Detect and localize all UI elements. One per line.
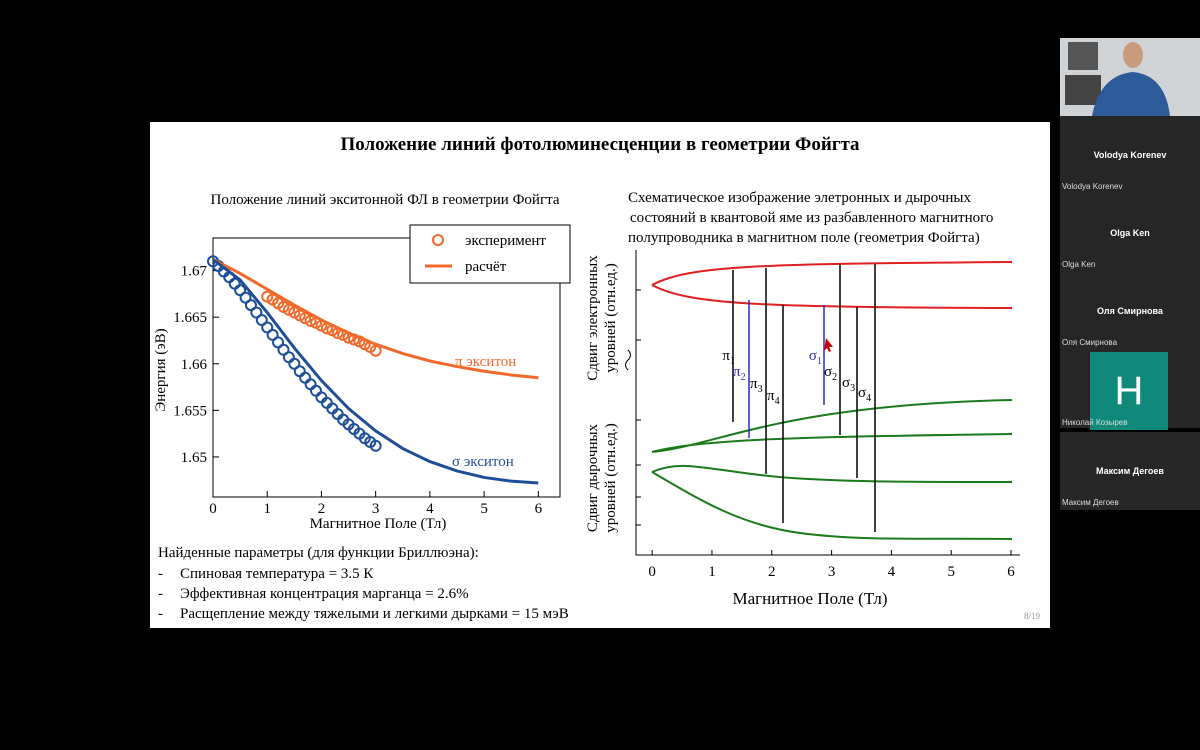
x-tick-label: 0 [648, 564, 656, 580]
legend [409, 224, 571, 284]
dash: - [158, 606, 163, 622]
label: Оля Смирнова [1062, 338, 1118, 347]
cursor [824, 338, 833, 352]
label: Volodya Korenev [1062, 182, 1123, 191]
chart-title: состояний в квантовой яме из разбавленно… [630, 210, 993, 226]
dash: - [158, 566, 163, 582]
x-tick-label: 0 [209, 501, 217, 517]
y-tick-label: 1.67 [181, 264, 208, 280]
dash: - [158, 586, 163, 602]
x-tick-label: 2 [318, 501, 326, 517]
data-point [369, 439, 382, 452]
brace [625, 349, 631, 371]
label: Olga Ken [1062, 260, 1096, 269]
face [1123, 42, 1143, 68]
chart-title: Положение линий экситонной ФЛ в геометри… [210, 192, 559, 208]
x-tick-label: 2 [768, 564, 776, 580]
x-tick-label: 6 [535, 501, 543, 517]
transition-label: σ4 [858, 385, 871, 404]
x-tick-label: 6 [1007, 564, 1015, 580]
picture [1065, 75, 1101, 105]
hole-levels [651, 399, 1013, 540]
y-label: уровней (отн.ед.) [603, 263, 619, 373]
participant[interactable]: Olga Ken Olga Ken [1060, 194, 1200, 272]
y-label: Энергия (эВ) [153, 328, 169, 411]
participant[interactable]: Volodya Korenev Volodya Korenev [1060, 116, 1200, 194]
picture [1068, 42, 1098, 70]
params: Найденные параметры (для функции Бриллюэ… [158, 545, 569, 622]
y-tick-label: 1.665 [173, 310, 207, 326]
x-tick-label: 4 [888, 564, 896, 580]
param: Расщепление между тяжелыми и легкими дыр… [180, 606, 569, 622]
y-tick-label: 1.65 [181, 450, 207, 466]
y-tick-label: 1.66 [181, 357, 208, 373]
plot-frame [212, 237, 561, 498]
name: Olga Ken [1110, 228, 1150, 238]
y-tick-label: 1.655 [173, 403, 207, 419]
x-tick-label: 5 [480, 501, 488, 517]
electron-levels [651, 261, 1013, 309]
x-label: Магнитное Поле (Тл) [310, 516, 447, 532]
participant[interactable]: Максим Дегоев Максим Дегоев [1060, 432, 1200, 510]
left-chart: Положение линий экситонной ФЛ в геометри… [153, 192, 571, 532]
transition-label: π1 [722, 348, 735, 367]
chart-title: Схематическое изображение элетронных и д… [628, 190, 972, 206]
transition-label: σ3 [842, 375, 855, 394]
legend-marker [432, 234, 444, 246]
legend-label: расчёт [465, 259, 507, 275]
x-tick-label: 5 [947, 564, 955, 580]
y-label: уровней (отн.ед.) [603, 423, 619, 533]
transition-label: π3 [750, 376, 763, 395]
page-number: 8/19 [1024, 611, 1041, 621]
label: Николай Козырев [1062, 418, 1128, 427]
transition-lines [732, 264, 876, 532]
name: Максим Дегоев [1096, 466, 1164, 476]
x-label: Магнитное Поле (Тл) [732, 589, 887, 608]
param: Спиновая температура = 3.5 К [180, 566, 374, 582]
y-label: Сдвиг электронных [585, 255, 601, 381]
x-tick-label: 4 [426, 501, 434, 517]
x-tick-label: 1 [263, 501, 271, 517]
x-tick-label: 3 [828, 564, 836, 580]
name: Volodya Korenev [1093, 150, 1167, 160]
person [1092, 72, 1170, 116]
params-heading: Найденные параметры (для функции Бриллюэ… [158, 545, 479, 561]
label: Максим Дегоев [1062, 498, 1119, 507]
series-label: σ экситон [452, 454, 514, 470]
chart-title: полупроводника в магнитном поле (геометр… [628, 230, 980, 246]
transition-label: π2 [733, 364, 746, 383]
param: Эффективная концентрация марганца = 2.6% [180, 586, 469, 602]
data-point [304, 314, 317, 327]
curve [212, 258, 539, 485]
y-label: Сдвиг дырочных [585, 423, 601, 532]
x-tick-label: 3 [372, 501, 380, 517]
participant[interactable]: H Николай Козырев [1060, 350, 1200, 430]
series-label: π экситон [455, 354, 516, 370]
curve [212, 258, 539, 380]
legend-label: эксперимент [465, 233, 546, 249]
transition-label: σ2 [824, 364, 837, 383]
transition-lines [748, 300, 825, 438]
participant[interactable]: Оля Смирнова Оля Смирнова [1060, 272, 1200, 350]
name: Оля Смирнова [1097, 306, 1163, 316]
x-tick-label: 1 [708, 564, 716, 580]
axes [635, 250, 1020, 556]
y-ticks [636, 289, 641, 526]
avatar: H [1090, 352, 1168, 430]
slide-title: Положение линий фотолюминесценции в геом… [340, 134, 860, 155]
right-chart: Схематическое изображение элетронных и д… [585, 190, 1020, 608]
transition-label: σ1 [809, 348, 822, 367]
transition-label: π4 [767, 388, 780, 407]
